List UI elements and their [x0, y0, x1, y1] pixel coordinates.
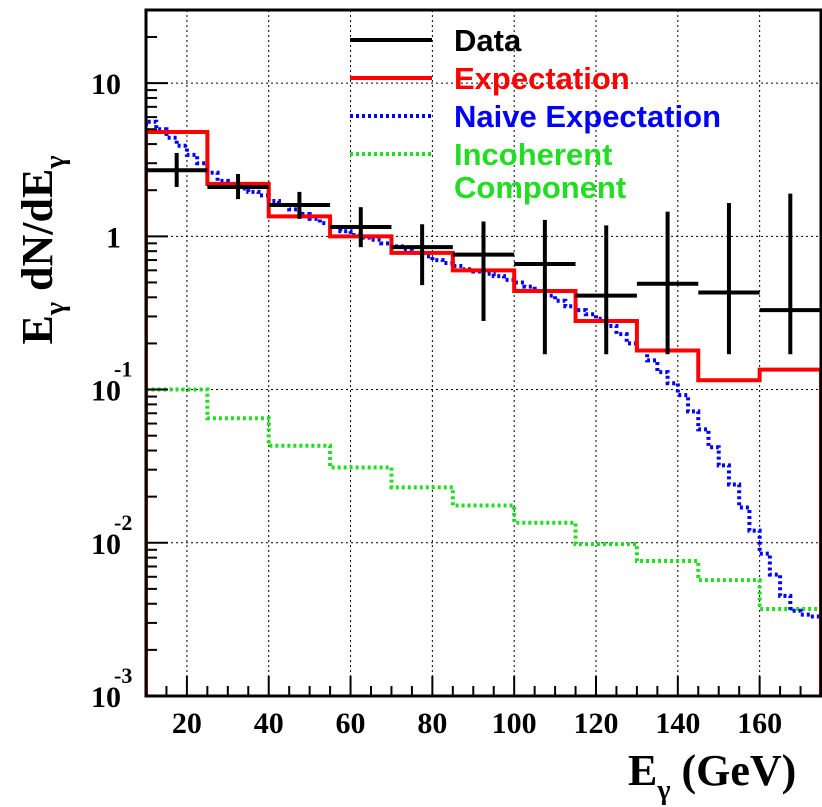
y-tick-label: 10	[91, 68, 121, 101]
y-tick-label: 10	[91, 528, 121, 561]
x-tick-label: 80	[417, 707, 447, 740]
legend-label: Incoherent	[454, 137, 612, 172]
legend-label: Component	[454, 170, 626, 205]
x-tick-label: 120	[574, 707, 619, 740]
y-axis-title: Eγ dN/dEγ	[13, 156, 71, 345]
plot-frame	[144, 8, 822, 698]
x-tick-label: 100	[492, 707, 537, 740]
x-tick-label: 160	[737, 707, 782, 740]
y-tick-label: 10	[91, 681, 121, 714]
legend-label: Data	[454, 23, 522, 58]
legend-label: Naive Expectation	[454, 99, 721, 134]
x-tick-label: 60	[336, 707, 366, 740]
x-tick-label: 140	[655, 707, 700, 740]
y-tick-label: 10	[91, 375, 121, 408]
x-tick-label: 20	[172, 707, 202, 740]
x-axis-title: Eγ (GeV)	[628, 746, 796, 806]
legend-label: Expectation	[454, 61, 630, 96]
plot-series	[146, 119, 821, 696]
axis-ticks	[145, 9, 822, 697]
y-tick-label: 1	[106, 221, 121, 254]
y-tick-exponent: -2	[114, 510, 132, 535]
y-tick-exponent: -1	[114, 357, 132, 382]
y-tick-exponent: -3	[114, 663, 132, 688]
x-tick-label: 40	[254, 707, 284, 740]
